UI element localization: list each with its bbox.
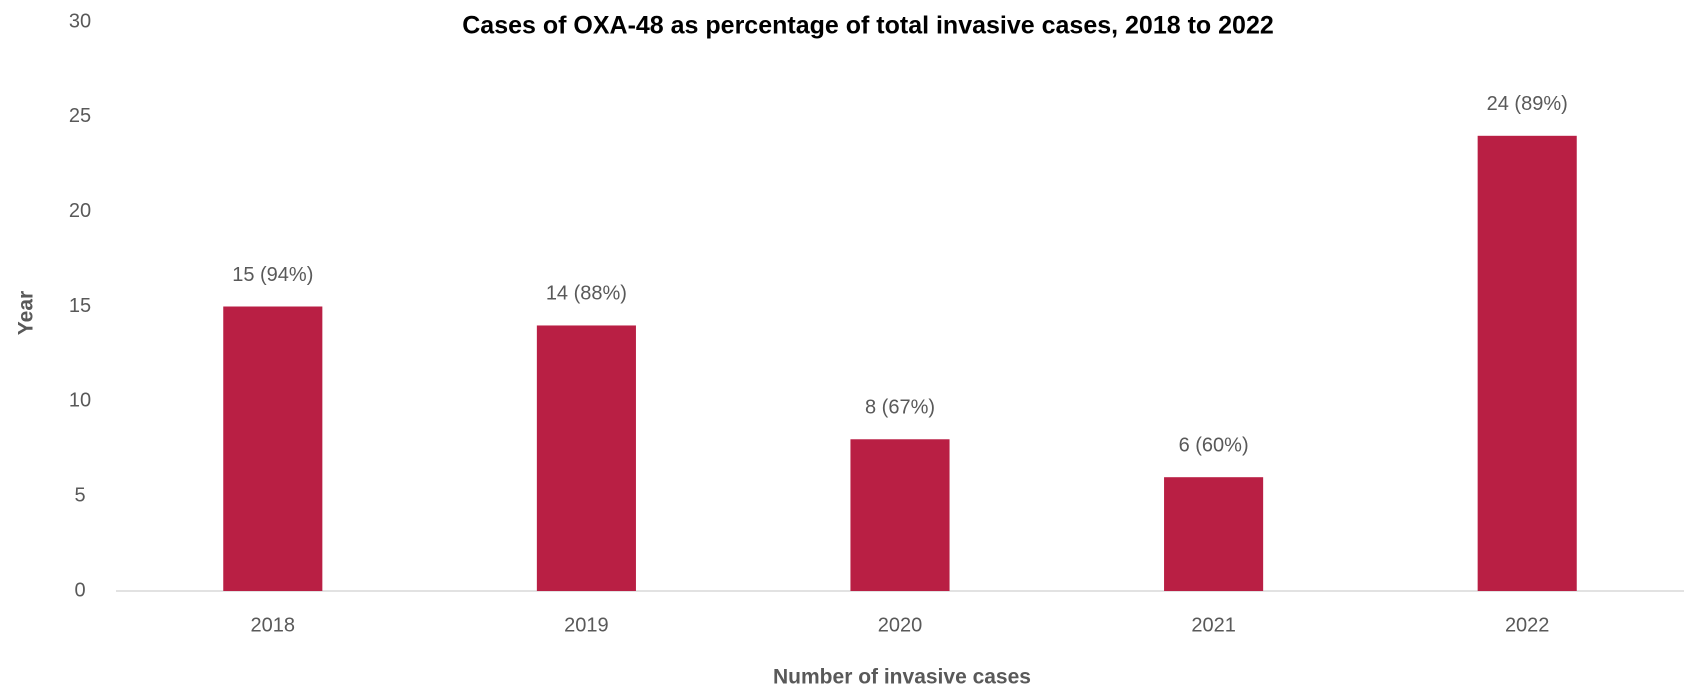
x-tick-label: 2019 [564,614,609,636]
chart-title: Cases of OXA-48 as percentage of total i… [462,12,1274,40]
y-tick-label: 30 [69,10,91,32]
x-axis-title: Number of invasive cases [773,666,1031,689]
bar [536,325,636,591]
data-label: 14 (88%) [546,283,627,305]
bar [1477,135,1577,592]
data-label: 6 (60%) [1179,434,1249,456]
bar [1164,477,1264,591]
bar [223,306,323,591]
y-tick-label: 10 [69,390,91,412]
x-tick-label: 2018 [251,614,296,636]
x-tick-label: 2021 [1191,614,1236,636]
bar [850,439,950,591]
x-tick-label: 2022 [1505,614,1550,636]
data-label: 8 (67%) [865,397,935,419]
y-tick-label: 15 [69,295,91,317]
y-tick-label: 5 [74,484,85,506]
data-label: 15 (94%) [232,264,313,286]
y-tick-label: 20 [69,200,91,222]
y-tick-label: 0 [74,579,85,601]
x-tick-label: 2020 [878,614,923,636]
data-label: 24 (89%) [1487,93,1568,115]
y-axis-title: Year [15,291,38,335]
y-tick-label: 25 [69,105,91,127]
